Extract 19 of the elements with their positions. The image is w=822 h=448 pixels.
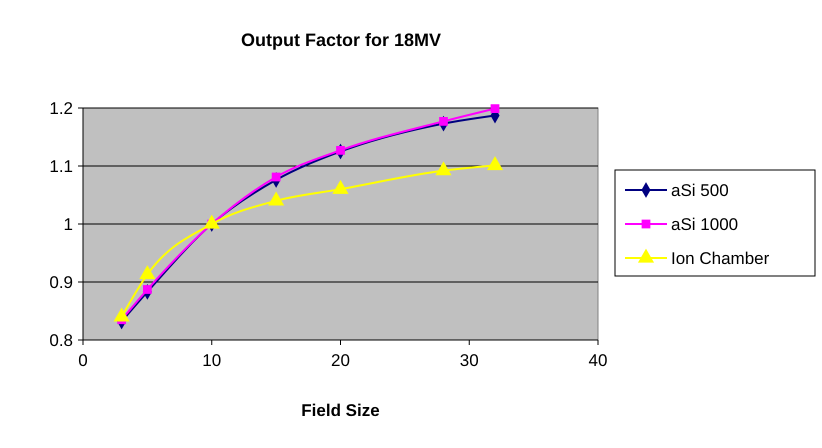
x-tick-label: 30 <box>460 351 479 370</box>
y-tick-label: 0.8 <box>49 330 73 350</box>
y-tick-label: 1.1 <box>49 156 73 176</box>
x-tick-label: 0 <box>78 351 88 370</box>
y-tick-label: 1.2 <box>49 98 73 118</box>
point <box>272 172 280 182</box>
y-tick-label: 0.9 <box>49 272 73 292</box>
point <box>490 104 500 113</box>
x-axis-title: Field Size <box>301 401 380 420</box>
point <box>439 116 448 126</box>
x-tick-label: 20 <box>331 351 350 370</box>
x-tick-label: 40 <box>588 351 608 370</box>
legend-label: aSi 500 <box>671 180 729 200</box>
chart-title: Output Factor for 18MV <box>240 30 442 50</box>
x-tick-label: 10 <box>202 351 222 370</box>
y-tick-label: 1 <box>64 214 73 234</box>
point <box>336 146 345 155</box>
legend-label: aSi 1000 <box>671 214 738 234</box>
legend-label: Ion Chamber <box>671 248 770 268</box>
